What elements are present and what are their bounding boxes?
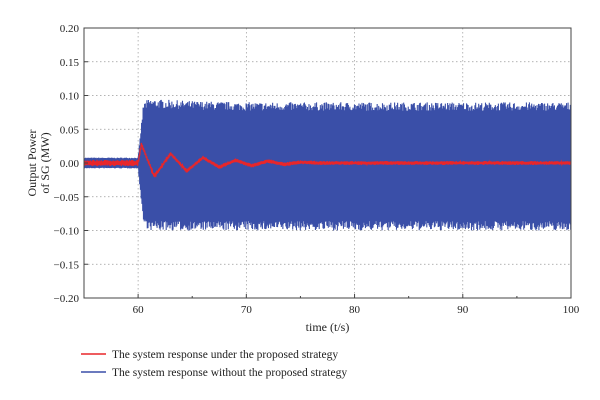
- y-tick-label: 0.00: [60, 158, 80, 170]
- y-tick-label: −0.20: [54, 293, 80, 305]
- x-tick-label: 90: [457, 304, 469, 316]
- series-line-under-strategy: [84, 142, 571, 178]
- y-tick-label: −0.15: [54, 259, 80, 271]
- series-line-without-strategy: [84, 99, 571, 231]
- y-tick-label: −0.10: [54, 226, 80, 238]
- legend: The system response under the proposed s…: [81, 349, 347, 379]
- x-tick-label: 100: [563, 304, 580, 316]
- x-tick-label: 80: [349, 304, 361, 316]
- x-axis-title: time (t/s): [306, 320, 350, 334]
- x-tick-label: 70: [241, 304, 253, 316]
- legend-label-under-strategy: The system response under the proposed s…: [112, 349, 338, 361]
- y-axis-title-line-1: Output Power: [25, 130, 39, 197]
- axis-ticks: 60 70 80 90 100 −0.20 −0.15 −0.10 −0.05 0.00 0.05 0…: [54, 23, 580, 316]
- legend-label-without-strategy: The system response without the proposed…: [112, 367, 347, 379]
- y-tick-label: 0.10: [60, 91, 80, 103]
- y-tick-label: 0.05: [60, 124, 80, 136]
- series-without-strategy: [84, 99, 571, 231]
- series-under-strategy: [84, 142, 571, 178]
- y-tick-label: 0.20: [60, 23, 80, 35]
- y-tick-label: −0.05: [54, 192, 80, 204]
- x-tick-label: 60: [133, 304, 145, 316]
- y-tick-label: 0.15: [60, 57, 80, 69]
- y-axis-title-line-2: of SG (MW): [38, 132, 52, 193]
